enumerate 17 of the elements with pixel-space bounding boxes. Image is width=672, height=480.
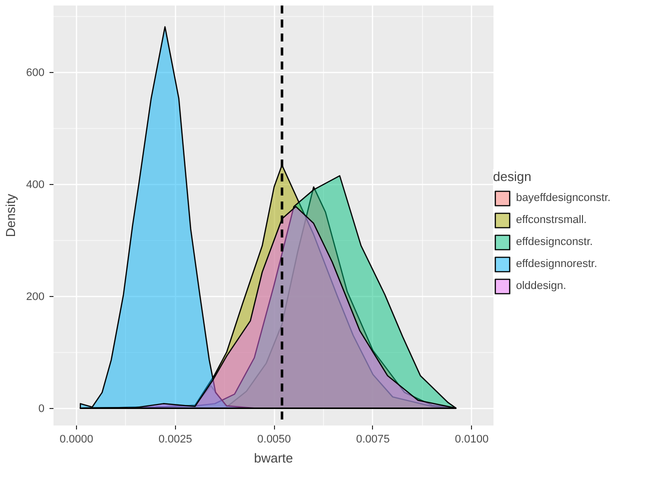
legend-label: effdesignconstr. <box>516 236 593 248</box>
x-tick-label: 0.0050 <box>257 434 291 446</box>
legend-label: bayeffdesignconstr. <box>516 192 611 204</box>
legend-label: effconstrsmall. <box>516 214 587 226</box>
y-tick-label: 0 <box>38 403 45 416</box>
x-tick-label: 0.0025 <box>158 434 192 446</box>
x-tick-label: 0.0100 <box>454 434 489 446</box>
x-tick-label: 0.0000 <box>60 434 94 446</box>
legend-label: effdesignnorestr. <box>516 258 598 270</box>
y-tick-label: 200 <box>26 291 45 304</box>
x-axis-title: bwarte <box>254 450 294 466</box>
legend-title: design <box>493 169 532 184</box>
y-tick-label: 600 <box>26 67 45 80</box>
y-tick-label: 400 <box>26 179 45 192</box>
legend-label: olddesign. <box>516 280 566 292</box>
y-axis-title: Density <box>3 193 18 238</box>
x-tick-label: 0.0075 <box>356 434 390 446</box>
